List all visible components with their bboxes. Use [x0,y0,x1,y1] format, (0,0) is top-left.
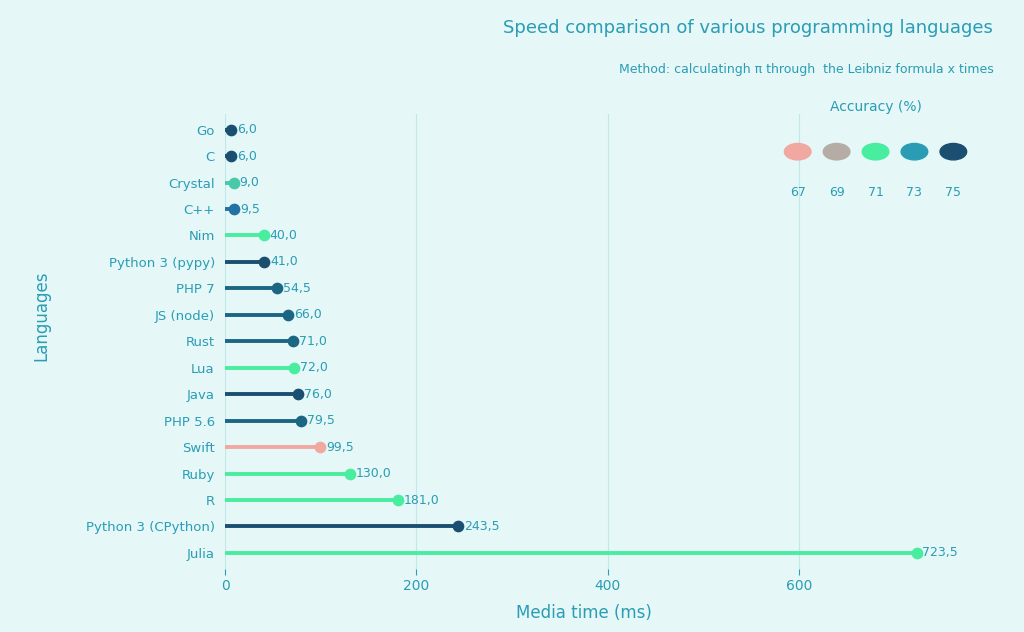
Text: 243,5: 243,5 [464,520,500,533]
Text: 9,5: 9,5 [240,202,260,216]
Point [281,310,297,320]
Text: 71,0: 71,0 [299,335,327,348]
Point [390,495,407,505]
Text: 40,0: 40,0 [269,229,297,242]
Point [293,416,309,426]
Point [255,231,271,241]
Point [290,389,306,399]
Text: 6,0: 6,0 [237,123,257,136]
Point [223,151,240,161]
Point [225,178,242,188]
Point [341,468,357,478]
Point [256,257,272,267]
Text: Speed comparison of various programming languages: Speed comparison of various programming … [504,19,993,37]
Text: 54,5: 54,5 [283,282,311,295]
Point [450,521,466,532]
Point [908,548,925,558]
Text: Languages: Languages [32,270,50,362]
Point [226,204,243,214]
Text: Method: calculatingh π through  the Leibniz formula x times: Method: calculatingh π through the Leibn… [618,63,993,76]
Text: 69: 69 [828,186,845,200]
Point [269,283,286,293]
Point [285,336,301,346]
Text: 6,0: 6,0 [237,150,257,162]
Text: 9,0: 9,0 [240,176,259,189]
Point [286,363,302,373]
Text: 73: 73 [906,186,923,200]
Text: 75: 75 [945,186,962,200]
Text: 99,5: 99,5 [326,441,354,454]
Text: 72,0: 72,0 [300,362,328,374]
Text: 723,5: 723,5 [923,547,958,559]
Text: 181,0: 181,0 [404,494,439,506]
Text: 79,5: 79,5 [307,414,335,427]
X-axis label: Media time (ms): Media time (ms) [516,604,651,623]
Text: 41,0: 41,0 [270,255,298,269]
Text: Accuracy (%): Accuracy (%) [829,100,922,114]
Text: 66,0: 66,0 [294,308,322,321]
Text: 71: 71 [867,186,884,200]
Text: 67: 67 [790,186,806,200]
Point [312,442,329,452]
Text: 130,0: 130,0 [355,467,391,480]
Point [223,125,240,135]
Text: 76,0: 76,0 [304,387,332,401]
